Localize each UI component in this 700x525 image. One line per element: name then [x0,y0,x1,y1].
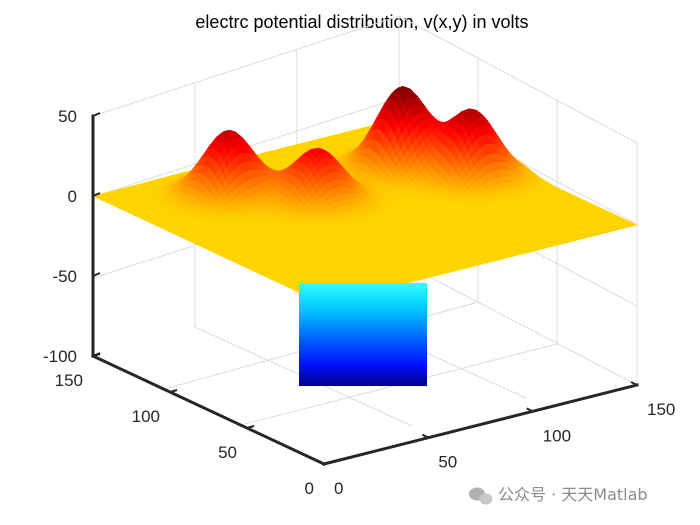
grid-line [398,15,638,144]
chart-title: electrc potential distribution, v(x,y) i… [195,12,528,32]
grid-line [398,260,638,386]
surface-plot [92,86,638,305]
grid-line [92,15,400,117]
